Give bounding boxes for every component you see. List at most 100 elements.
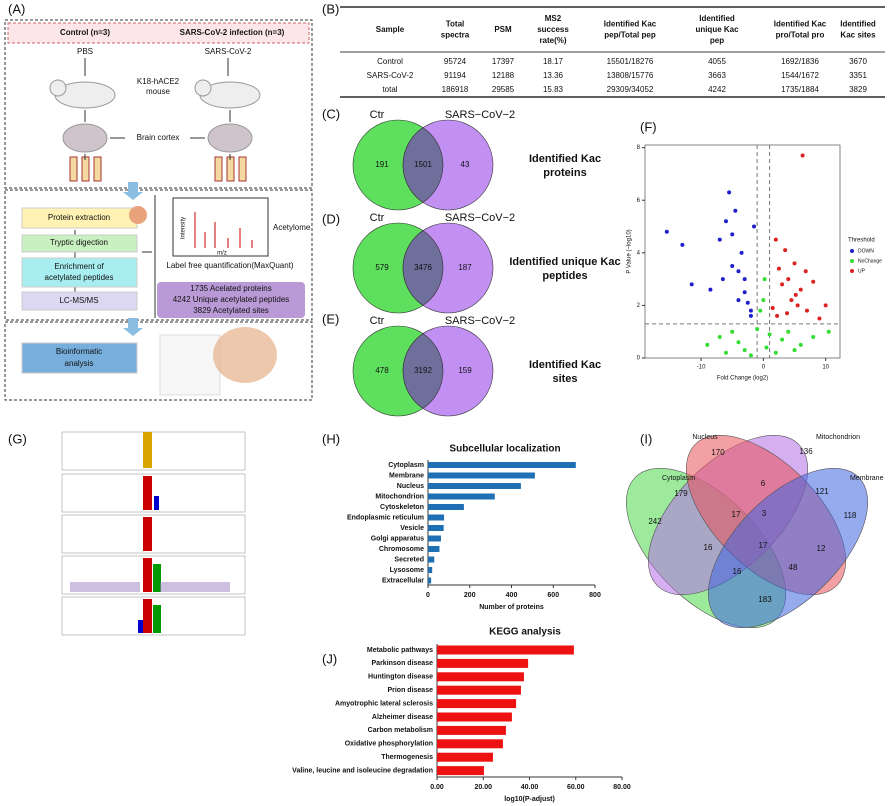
category-label: Endoplasmic reticulum	[347, 514, 424, 521]
point	[736, 298, 741, 303]
table-header: pro/Total pro	[776, 31, 825, 40]
venn-count: 159	[458, 366, 472, 375]
venn4-count: 12	[817, 544, 826, 553]
point	[745, 300, 750, 305]
venn4-label: Mitochondrion	[816, 434, 860, 441]
point	[804, 308, 809, 313]
venn-title: proteins	[543, 167, 586, 179]
panel-label: (A)	[8, 1, 25, 16]
point	[775, 313, 780, 318]
category-label: Cytoplasm	[388, 462, 424, 469]
table-cell: total	[382, 85, 397, 94]
venn4-count: 118	[844, 511, 857, 520]
venn4-count: 136	[799, 447, 813, 456]
category-label: Thermogenesis	[381, 754, 433, 761]
bar	[437, 699, 517, 709]
spectrum	[194, 212, 253, 248]
point	[730, 263, 735, 268]
box	[4, 189, 313, 321]
x-tick-label: 10	[822, 365, 829, 371]
point	[748, 313, 753, 318]
x-tick-label: 800	[589, 592, 601, 599]
venn-count: 43	[461, 160, 470, 169]
table-cell: Control	[377, 57, 403, 66]
category-label: Golgi apparatus	[371, 535, 424, 542]
bar	[428, 535, 441, 542]
table-cell: 4055	[708, 57, 726, 66]
model: K18-hACE2	[137, 77, 180, 86]
x-tick-label: 40.00	[521, 784, 539, 791]
bar	[428, 525, 444, 531]
table-cell: 3829	[849, 85, 867, 94]
venn-label: SARS−CoV−2	[445, 315, 515, 327]
venn-label: Ctr	[370, 212, 385, 224]
point	[717, 237, 722, 242]
venn4-count: 16	[704, 543, 713, 552]
legend-swatch	[850, 269, 854, 273]
legend-label: NoChange	[858, 258, 882, 264]
table-header: Sample	[376, 25, 405, 34]
treatment: SARS-CoV-2	[205, 47, 252, 56]
category-label: Carbon metabolism	[368, 727, 433, 734]
arrows	[74, 58, 231, 292]
point	[780, 282, 785, 287]
venn4-set	[708, 468, 868, 628]
category-label: Oxidative phosphorylation	[345, 741, 433, 748]
category-label: Metabolic pathways	[367, 647, 433, 654]
bar	[437, 766, 484, 776]
chart-title: KEGG analysis	[489, 627, 561, 638]
table-header: rate(%)	[539, 36, 566, 45]
category-label: Vesicle	[400, 525, 424, 532]
point	[793, 292, 798, 297]
table-cell: 3351	[849, 71, 867, 80]
workflow-panel: Control (n=3) SARS-CoV-2 infection (n=3)…	[4, 19, 313, 401]
point	[723, 219, 728, 224]
table-cell: 4242	[708, 85, 726, 94]
point	[773, 237, 778, 242]
panel-label: (H)	[322, 431, 340, 446]
category-label: Chromosome	[379, 546, 424, 553]
legend-swatch	[850, 249, 854, 253]
point	[730, 329, 735, 334]
table-cell: 186918	[442, 85, 469, 94]
point	[783, 248, 788, 253]
point	[705, 342, 710, 347]
table-header: Identified Kac	[604, 20, 657, 29]
venn-count: 191	[375, 160, 389, 169]
point	[773, 350, 778, 355]
point	[786, 277, 791, 282]
venn-overlap	[402, 230, 444, 306]
y-tick-label: 0	[637, 356, 641, 362]
box	[4, 19, 313, 189]
point	[785, 311, 790, 316]
point	[733, 208, 738, 213]
bar	[437, 645, 574, 655]
point	[736, 340, 741, 345]
point	[730, 232, 735, 237]
venn-count: 579	[375, 263, 389, 272]
venn4-count: 179	[674, 489, 688, 498]
bar	[428, 556, 435, 563]
venn4-count: 183	[758, 595, 772, 604]
legend-label: UP	[858, 268, 866, 274]
step: Tryptic digection	[50, 238, 108, 247]
point	[680, 242, 685, 247]
point	[762, 277, 767, 282]
analysis: analysis	[65, 359, 94, 368]
venn-count: 3192	[414, 366, 432, 375]
table-cell: 18.17	[543, 57, 564, 66]
summary: 1735 Acelated proteins	[190, 284, 271, 293]
point	[742, 348, 747, 353]
category-label: Extracellular	[382, 577, 424, 584]
tubes	[69, 156, 247, 182]
table-header: Kac sites	[840, 31, 876, 40]
venn-overlap	[402, 333, 444, 409]
point	[742, 277, 747, 282]
group-label: Control (n=3)	[60, 28, 110, 37]
table-cell: 3663	[708, 71, 726, 80]
table-header: Identified	[699, 14, 735, 23]
point	[780, 337, 785, 342]
panel-label: (G)	[8, 431, 27, 446]
point	[798, 287, 803, 292]
category-label: Huntington disease	[368, 674, 433, 681]
